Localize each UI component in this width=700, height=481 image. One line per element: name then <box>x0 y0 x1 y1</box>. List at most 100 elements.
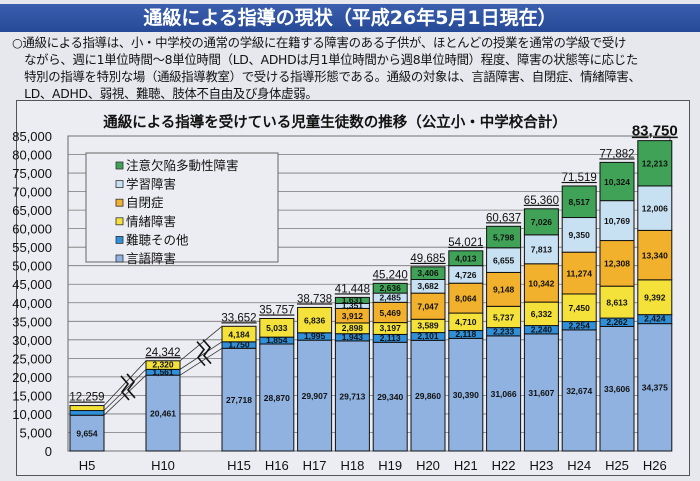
bar-segment <box>561 329 597 452</box>
break-connector-line <box>103 360 147 406</box>
segment-label: 2,240 <box>531 324 553 334</box>
segment-label: 2,118 <box>455 329 476 339</box>
segment-label: 8,613 <box>606 297 628 307</box>
bar-segment <box>410 266 446 280</box>
total-label: 60,637 <box>486 212 521 224</box>
bar-stack: 31,607 2,240 6,332 10,342 7,813 7,026 65,360 <box>523 195 559 452</box>
segment-label: 5,798 <box>493 232 515 242</box>
total-label: 35,757 <box>259 304 294 316</box>
bar-segment <box>523 234 559 265</box>
legend-label: 注意欠陥多動性障害 <box>126 158 239 173</box>
bar-segment <box>69 414 105 452</box>
bar-segment <box>259 343 295 452</box>
segment-label: 29,860 <box>415 391 441 401</box>
x-tick-label: H18 <box>340 458 364 473</box>
segment-label: 31,066 <box>491 389 517 399</box>
x-axis: H5 H10 H15 H16 H17 H18 H19 H20 H21 H22 H23 H24 H25 H2… <box>79 458 667 473</box>
segment-label: 2,254 <box>569 320 591 330</box>
x-tick-label: H16 <box>265 458 289 473</box>
total-label: 71,519 <box>562 172 597 184</box>
segment-label: 6,332 <box>531 309 553 319</box>
legend-swatch <box>115 161 124 170</box>
x-tick-label: H20 <box>416 458 440 473</box>
bar-stack: 29,907 1,995 6,836 38,738 <box>297 293 333 452</box>
y-tick-label: 60,000 <box>12 222 52 237</box>
legend-label: 情緒障害 <box>126 214 176 229</box>
description-line: ○通級による指導は、小・中学校の通常の学級に在籍する障害のある子供が、ほとんどの… <box>12 35 627 50</box>
segment-label: 34,375 <box>642 383 668 393</box>
segment-label: 9,148 <box>493 285 515 295</box>
bar-segment <box>448 282 484 314</box>
bar-segment <box>297 306 333 334</box>
total-label: 49,685 <box>410 253 445 265</box>
legend-label: 難聴その他 <box>126 232 189 247</box>
legend-swatch <box>115 217 124 226</box>
segment-label: 1,995 <box>304 331 326 341</box>
bar-segment <box>259 317 295 338</box>
total-label: 33,652 <box>221 312 256 324</box>
total-label: 83,750 <box>632 123 678 140</box>
bar-segment <box>145 374 181 452</box>
total-label: 54,021 <box>448 237 483 249</box>
bar-segment <box>69 405 105 412</box>
bar-segment <box>486 225 522 249</box>
segment-label: 12,308 <box>604 259 630 269</box>
segment-label: 7,047 <box>417 302 439 312</box>
y-tick-label: 30,000 <box>12 333 52 348</box>
description: ○通級による指導は、小・中学校の通常の学級に在籍する障害のある子供が、ほとんどの… <box>12 34 692 102</box>
bar-segment <box>599 285 635 319</box>
segment-label: 4,726 <box>455 270 477 280</box>
segment-label: 3,682 <box>417 281 439 291</box>
x-tick-label: H17 <box>303 458 327 473</box>
total-label: 77,882 <box>599 148 634 160</box>
y-tick-label: 45,000 <box>12 277 52 292</box>
x-tick-label: H25 <box>605 458 629 473</box>
total-label: 65,360 <box>524 195 559 207</box>
legend-label: 学習障害 <box>126 177 176 192</box>
segment-label: 7,026 <box>531 217 553 227</box>
segment-label: 4,710 <box>455 317 477 327</box>
segment-label: 5,033 <box>266 323 288 333</box>
segment-label: 4,013 <box>455 254 477 264</box>
segment-label: 2,101 <box>417 331 439 341</box>
segment-label: 1,561 <box>152 367 174 377</box>
bar-stack: 34,375 2,424 9,392 13,340 12,006 12,213 83,750 <box>632 123 678 452</box>
segment-label: 9,392 <box>644 293 666 303</box>
segment-label: 33,606 <box>604 384 630 394</box>
bar-stack: 33,606 2,262 8,613 12,308 10,769 10,324 77,882 <box>599 148 635 452</box>
legend-swatch <box>115 198 124 207</box>
segment-label: 30,390 <box>453 390 479 400</box>
segment-label: 8,517 <box>569 197 591 207</box>
segment-label: 2,233 <box>493 326 515 336</box>
bar-stack: 28,870 1,854 5,033 35,757 <box>259 304 295 452</box>
y-tick-label: 55,000 <box>12 240 52 255</box>
description-line: 特別の指導を特別な場（通級指導教室）で受ける指導形態である。通級の対象は、言語障… <box>12 69 641 84</box>
segment-label: 7,813 <box>531 245 553 255</box>
segment-label: 31,607 <box>528 388 554 398</box>
bar-segment <box>561 217 597 253</box>
segment-label: 3,406 <box>417 268 439 278</box>
bar-segment <box>448 250 484 267</box>
bar-segment <box>561 185 597 219</box>
segment-label: 5,469 <box>380 308 402 318</box>
y-tick-label: 85,000 <box>12 129 52 144</box>
segment-label: 1,631 <box>342 295 364 305</box>
axis-break-icon <box>126 373 136 399</box>
bar-stack: 9,654 12,259 <box>69 392 105 452</box>
segment-label: 5,737 <box>493 312 515 322</box>
segment-label: 2,898 <box>342 323 364 333</box>
y-tick-label: 20,000 <box>12 370 52 385</box>
legend-swatch <box>115 180 124 189</box>
axis-break-icon <box>202 339 212 365</box>
bar-segment <box>334 296 370 304</box>
bar-segment <box>486 247 522 273</box>
x-tick-label: H24 <box>567 458 591 473</box>
bar-stack: 30,390 2,118 4,710 8,064 4,726 4,013 54,021 <box>448 237 484 452</box>
break-connector-line <box>179 325 223 362</box>
x-tick-label: H19 <box>378 458 402 473</box>
segment-label: 11,274 <box>566 268 592 278</box>
segment-label: 20,461 <box>150 408 176 418</box>
